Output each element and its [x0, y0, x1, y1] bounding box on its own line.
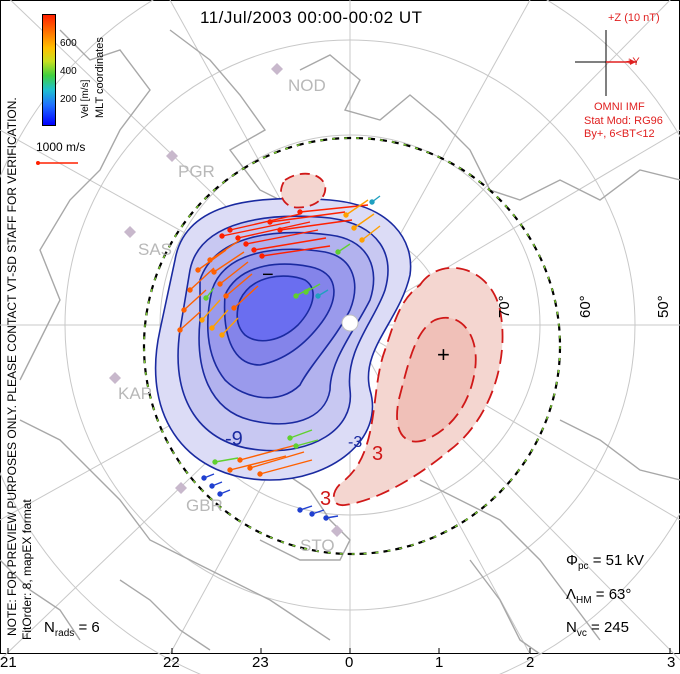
imf-dial — [575, 30, 637, 96]
hm-boundary-vectors — [143, 137, 561, 555]
stat-n-rads-symbol: N — [44, 619, 55, 636]
mlt-label-2: 2 — [526, 654, 535, 671]
station-label-kap: KAP — [118, 384, 153, 403]
station-label-sas: SAS — [138, 240, 173, 259]
stat-model-line1: Stat Mod: RG96 — [584, 115, 663, 127]
stat-phi-pc-sub: pc — [577, 561, 589, 572]
pole-marker — [341, 314, 359, 332]
coastlines — [0, 29, 680, 655]
stat-n-vc: Nvc = 245 — [566, 619, 629, 639]
mlt-label-1: 1 — [435, 654, 444, 671]
stat-phi-pc: Φpc = 51 kV — [566, 552, 644, 572]
station-label-nod: NOD — [288, 76, 326, 95]
imf-z-label: +Z (10 nT) — [608, 12, 660, 24]
stat-phi-pc-value: = 51 kV — [588, 552, 644, 569]
station-label-pgr: PGR — [178, 162, 215, 181]
contour-label-neg3: -3 — [348, 434, 362, 451]
latitude-label-70: 70° — [496, 295, 513, 318]
mlt-label-21: 21 — [0, 654, 17, 671]
stat-lambda-hm-value: = 63° — [591, 586, 632, 603]
stat-n-vc-value: = 245 — [586, 619, 629, 636]
stat-n-vc-sub: vc — [576, 628, 587, 639]
mlt-label-3: 3 — [667, 654, 676, 671]
contour-label-neg9: -9 — [225, 428, 243, 450]
mlt-label-22: 22 — [163, 654, 180, 671]
stat-n-rads-sub: rads — [54, 628, 75, 639]
latitude-label-50: 50° — [655, 295, 672, 318]
preview-note: NOTE: FOR PREVIEW PURPOSES ONLY. PLEASE … — [5, 97, 19, 636]
stat-model-line2: By+, 6<BT<12 — [584, 128, 655, 140]
stat-n-rads-value: = 6 — [74, 619, 100, 636]
station-label-sto: STO — [300, 536, 335, 555]
plot-title: 11/Jul/2003 00:00-00:02 UT — [200, 8, 423, 27]
stat-lambda-hm-symbol: Λ — [566, 586, 577, 603]
positive-potential-cell — [280, 172, 504, 506]
stat-n-vc-symbol: N — [566, 619, 577, 636]
potential-min-marker: − — [262, 264, 274, 286]
imf-y-label: +Y — [626, 56, 640, 68]
station-label-gbr: GBR — [186, 496, 223, 515]
mlt-label-0: 0 — [345, 654, 354, 671]
mlt-axis-ticks — [7, 648, 671, 654]
colorbar-tick-600: 600 — [60, 38, 77, 49]
stat-lambda-hm: ΛHM = 63° — [566, 586, 631, 606]
stat-phi-pc-symbol: Φ — [566, 552, 578, 569]
colorbar-tick-200: 200 — [60, 94, 77, 105]
mlt-label-23: 23 — [252, 654, 269, 671]
latitude-label-60: 60° — [577, 295, 594, 318]
velocity-colorbar — [42, 14, 56, 126]
reference-vector-label: 1000 m/s — [36, 140, 86, 154]
contour-label-pos3b: 3 — [320, 488, 331, 510]
colorbar-tick-400: 400 — [60, 66, 77, 77]
imf-source: OMNI IMF — [594, 101, 645, 113]
potential-max-marker: + — [437, 342, 450, 367]
coords-label: MLT coordinates — [94, 37, 106, 118]
velocity-vectors — [177, 195, 381, 521]
contour-label-pos3a: 3 — [372, 443, 383, 465]
radar-station-markers — [109, 63, 343, 537]
stat-n-rads: Nrads = 6 — [44, 619, 100, 639]
reference-vector — [36, 161, 78, 165]
fit-order-note: FitOrder: 8, mapEX format — [20, 499, 34, 640]
stat-lambda-hm-sub: HM — [576, 595, 592, 606]
colorbar-label: Vel [m/s] — [80, 79, 91, 118]
